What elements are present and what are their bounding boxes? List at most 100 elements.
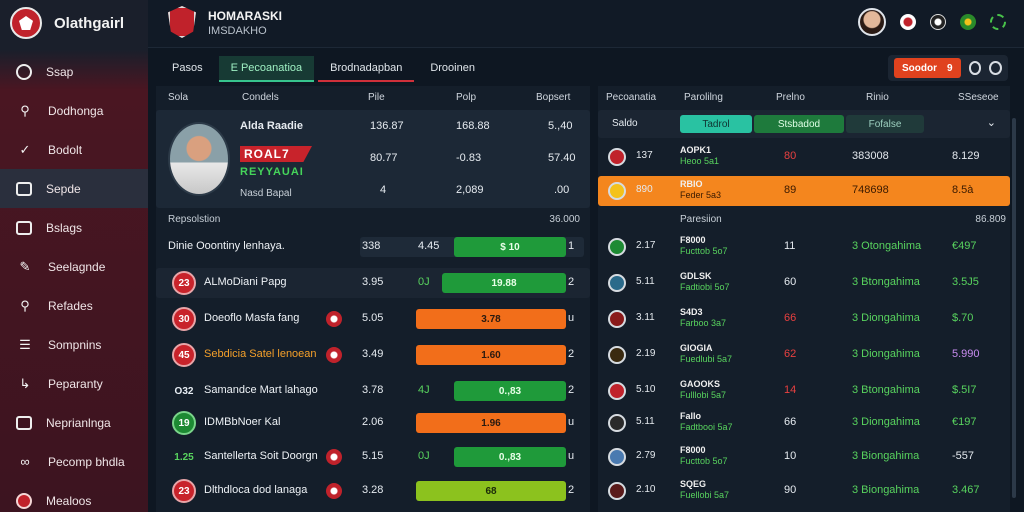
club-badge-icon[interactable] bbox=[900, 14, 916, 30]
sidebar-item-10[interactable]: ∞ Pecomp bhdla bbox=[0, 442, 148, 481]
row-name: Sebdicia Satel lenoean bbox=[204, 348, 317, 360]
refresh-icon[interactable] bbox=[989, 61, 1002, 75]
list-item[interactable]: 3.11 S4D3 Farboo 3a7 66 3 Diongahima $.70 bbox=[598, 304, 1010, 334]
club-badge-icon bbox=[326, 483, 342, 499]
row-value: 5.05 bbox=[362, 312, 384, 324]
club-icon bbox=[608, 238, 626, 256]
table-row[interactable]: 23 ALMoDiani Papg 3.95 0J 19.88 2 bbox=[156, 268, 590, 298]
sidebar-item-2[interactable]: ✓ Bodolt bbox=[0, 130, 148, 169]
row-value: 0J bbox=[418, 450, 430, 462]
sidebar-item-3[interactable]: Sepde bbox=[0, 169, 148, 208]
table-row[interactable]: 23 Dlthdloca dod lanaga 3.28 68 2 bbox=[156, 476, 590, 506]
sidebar-item-1[interactable]: ⚲ Dodhonga bbox=[0, 91, 148, 130]
filter-pill-3[interactable]: Fofalse bbox=[846, 115, 924, 133]
chevron-down-icon[interactable]: ⌄ bbox=[986, 117, 996, 129]
brand[interactable]: Olathgairl bbox=[10, 6, 148, 40]
section-value: 86.809 bbox=[975, 214, 1006, 225]
list-item[interactable]: 2.10 SQEG Fuellobi 5a7 90 3 Biongahima 3.… bbox=[598, 476, 1010, 506]
featured-value: 2,089 bbox=[456, 184, 484, 196]
row-name: AOPK1 Heoo 5a1 bbox=[680, 145, 720, 166]
table-row[interactable]: 19 IDMBbNoer Kal 2.06 1.96 u bbox=[156, 408, 590, 438]
list-item-highlighted[interactable]: 890 RBIO Feder 5a3 89 748698 8.5à bbox=[598, 176, 1010, 206]
search-icon[interactable] bbox=[968, 61, 982, 75]
filter-pill-1[interactable]: Tadrol bbox=[680, 115, 752, 133]
col-header: Condels bbox=[242, 92, 279, 103]
sidebar-item-label: Sompnins bbox=[48, 337, 102, 352]
row-value: 60 bbox=[784, 276, 797, 288]
scrollbar[interactable] bbox=[1012, 118, 1016, 498]
list-item[interactable]: 2.19 GIOGIA Fuedlubi 5a7 62 3 Diongahima … bbox=[598, 340, 1010, 370]
sidebar-item-4[interactable]: Bslags bbox=[0, 208, 148, 247]
team-name: HOMARASKI bbox=[208, 9, 282, 23]
sidebar-item-9[interactable]: Neprianlnga bbox=[0, 403, 148, 442]
featured-player-name: Alda Raadie bbox=[240, 120, 303, 132]
trophy-icon[interactable] bbox=[960, 14, 976, 30]
list-item[interactable]: 137 AOPK1 Heoo 5a1 80 383008 8.129 bbox=[598, 142, 1010, 172]
list-icon: ☰ bbox=[19, 336, 31, 352]
row-bar: $ 10 bbox=[454, 237, 566, 257]
settings-icon[interactable] bbox=[990, 14, 1006, 30]
featured-value: 5.,40 bbox=[548, 120, 573, 132]
sidebar-item-label: Seelagnde bbox=[48, 259, 106, 274]
table-row[interactable]: O32 Samandce Mart lahago 3.78 4J 0.,83 2 bbox=[156, 376, 590, 406]
row-name: Doeoflo Masfa fang bbox=[204, 312, 300, 324]
sidebar-item-0[interactable]: Ssap bbox=[0, 52, 148, 91]
row-name: F8000 Fucttob 5o7 bbox=[680, 445, 728, 466]
table-row[interactable]: 1.25 Santellerta Soit Doorgn 5.15 0J 0.,… bbox=[156, 442, 590, 472]
table-row[interactable]: 45 Sebdicia Satel lenoean 3.49 1.60 2 bbox=[156, 340, 590, 370]
club-icon bbox=[608, 448, 626, 466]
col-header: Polp bbox=[456, 92, 477, 103]
sidebar-item-6[interactable]: ⚲ Refades bbox=[0, 286, 148, 325]
list-item[interactable]: 5.11 Fallo Fadtbooi 5a7 66 3 Diongahima €… bbox=[598, 408, 1010, 438]
list-item[interactable]: 5.10 GAOOKS Fulllobi 5a7 14 3 Btongahima … bbox=[598, 376, 1010, 406]
user-avatar[interactable] bbox=[858, 8, 886, 36]
filter-bar: Saldo Tadrol Stsbadod Fofalse ⌄ bbox=[598, 110, 1010, 138]
link-icon: ∞ bbox=[20, 454, 30, 469]
list-item[interactable]: 2.17 F8000 Fucttob 5o7 11 3 Otongahima €4… bbox=[598, 232, 1010, 262]
row-value: 3.467 bbox=[952, 484, 980, 496]
row-value: 5.990 bbox=[952, 348, 980, 360]
col-header: SSeseoe bbox=[958, 92, 999, 103]
sidebar-nav: Ssap ⚲ Dodhonga ✓ Bodolt Sepde Bslags ✎ See… bbox=[0, 52, 148, 512]
tab-1[interactable]: E Pecoanatioa bbox=[218, 56, 315, 82]
row-value: 10 bbox=[784, 450, 797, 462]
live-button[interactable]: Soodor 9 bbox=[894, 58, 961, 78]
row-value: 748698 bbox=[852, 184, 889, 196]
filter-pill-2[interactable]: Stsbadod bbox=[754, 115, 844, 133]
section-title: Paresiion bbox=[680, 214, 722, 225]
table-row[interactable]: 30 Doeoflo Masfa fang 5.05 3.78 u bbox=[156, 304, 590, 334]
club-icon bbox=[608, 482, 626, 500]
sidebar-item-5[interactable]: ✎ Seelagnde bbox=[0, 247, 148, 286]
search-icon: ⚲ bbox=[20, 102, 30, 118]
row-bar: 0.,83 bbox=[454, 381, 566, 401]
rank-badge: 19 bbox=[172, 411, 196, 435]
col-header: Prelno bbox=[776, 92, 805, 103]
row-num: 2.10 bbox=[636, 484, 656, 495]
club-icon bbox=[16, 492, 32, 509]
row-value: €197 bbox=[952, 416, 977, 428]
sidebar-item-8[interactable]: ↳ Peparanty bbox=[0, 364, 148, 403]
sidebar-item-label: Ssap bbox=[46, 64, 74, 79]
row-num: 2.79 bbox=[636, 450, 656, 461]
row-name: S4D3 Farboo 3a7 bbox=[680, 307, 727, 328]
row-value: 8.129 bbox=[952, 150, 980, 162]
tab-0[interactable]: Pasos bbox=[172, 62, 203, 74]
sidebar-item-11[interactable]: Mealoos bbox=[0, 481, 148, 512]
sidebar-item-7[interactable]: ☰ Sompnins bbox=[0, 325, 148, 364]
row-value: 14 bbox=[784, 384, 797, 396]
section-header: Paresiion 86.809 bbox=[598, 214, 1010, 228]
row-name: ALMoDiani Papg bbox=[204, 276, 287, 288]
row-end: 2 bbox=[568, 484, 575, 496]
table-row[interactable]: Dinie Ooontiny lenhaya. 338 4.45 $ 10 1 bbox=[156, 232, 590, 262]
row-name: Santellerta Soit Doorgn bbox=[204, 450, 318, 462]
tab-2[interactable]: Brodnadapban bbox=[318, 56, 415, 82]
tab-3[interactable]: Drooinen bbox=[430, 62, 475, 74]
ball-icon[interactable] bbox=[930, 14, 946, 30]
row-value: $.5I7 bbox=[952, 384, 977, 396]
row-name: RBIO Feder 5a3 bbox=[680, 179, 722, 200]
featured-player-card[interactable]: Alda Raadie ROAL7 REYYAUAI Nasd Bapal 13… bbox=[156, 110, 590, 208]
featured-value: .00 bbox=[554, 184, 570, 196]
list-item[interactable]: 2.79 F8000 Fucttob 5o7 10 3 Biongahima -5… bbox=[598, 442, 1010, 472]
list-item[interactable]: 5.11 GDLSK Fadtiobi 5o7 60 3 Btongahima 3… bbox=[598, 268, 1010, 298]
row-value: 3.49 bbox=[362, 348, 384, 360]
